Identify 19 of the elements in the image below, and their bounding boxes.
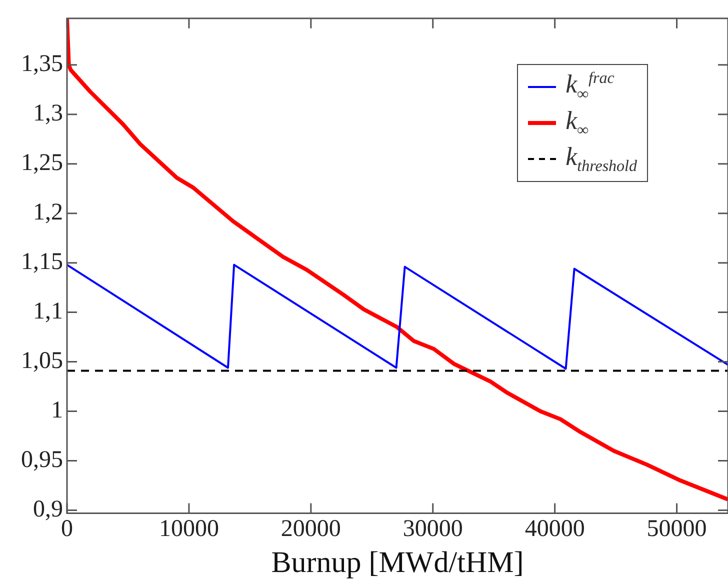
- x-tick-label: 20000: [280, 516, 341, 542]
- y-tick-label: 0,9: [33, 496, 63, 523]
- x-tick-label: 50000: [646, 516, 707, 542]
- y-tick-label: 0,95: [21, 447, 63, 474]
- y-tick-label: 1,05: [21, 348, 63, 374]
- y-tick-label: 1: [51, 398, 63, 424]
- x-tick-label: 10000: [158, 516, 219, 542]
- legend-label: k$_{∞}$: [566, 106, 589, 139]
- x-axis-title: Burnup [MWd/tHM]: [271, 546, 524, 579]
- x-tick-label: 30000: [402, 516, 463, 542]
- x-tick-label: 40000: [524, 516, 585, 542]
- legend-label: k$_{threshold}$: [566, 142, 637, 175]
- y-tick-label: 1,3: [33, 100, 63, 127]
- x-tick-label: 0: [61, 516, 73, 542]
- y-tick-label: 1,25: [21, 150, 63, 176]
- y-tick-label: 1,2: [33, 200, 63, 226]
- y-tick-label: 1,15: [21, 249, 63, 276]
- y-tick-label: 1,35: [21, 51, 63, 78]
- y-tick-label: 1,1: [33, 298, 63, 325]
